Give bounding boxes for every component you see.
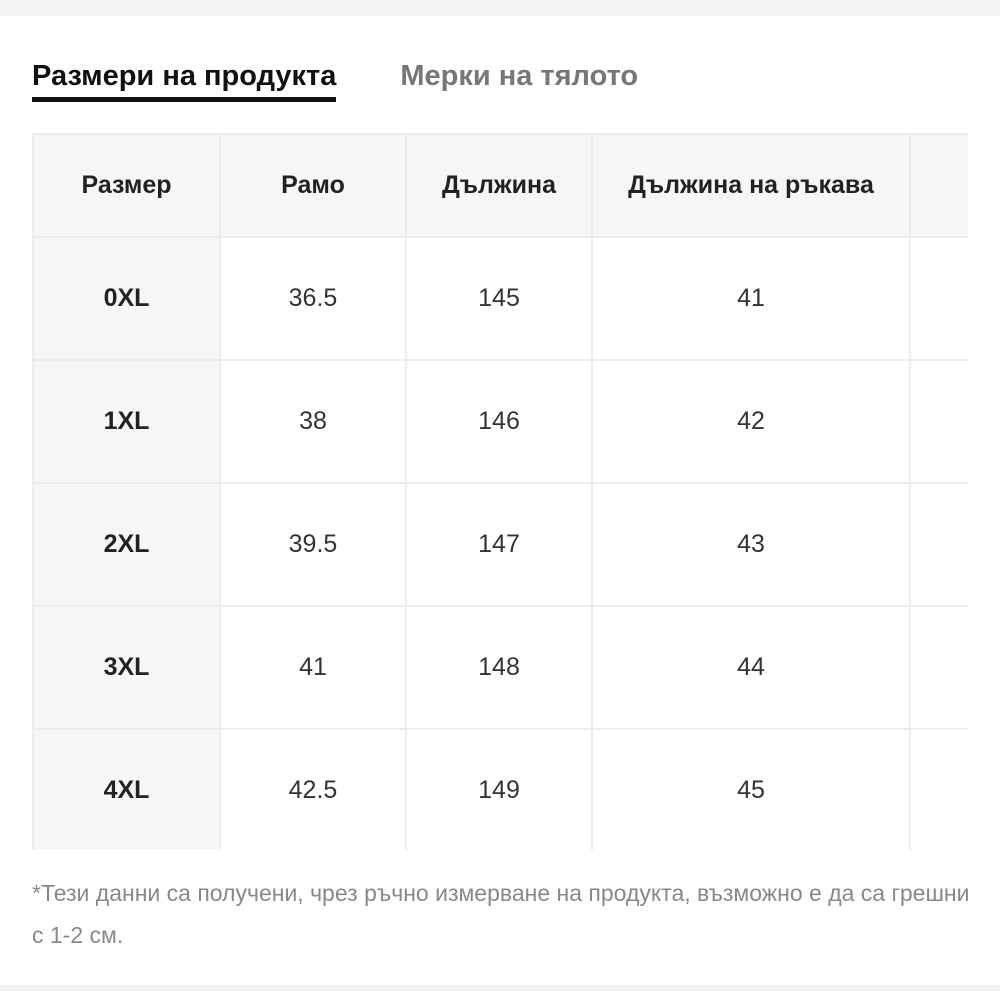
header-sleeve-length: Дължина на ръкава [591,133,911,238]
sleeve-cell: 44 [591,605,911,730]
bottom-divider [0,985,1000,991]
table-row: 2XL 39.5 147 43 [32,482,968,607]
cut-off-cell [909,482,968,607]
length-cell: 149 [405,728,593,850]
table-row: 0XL 36.5 145 41 [32,236,968,361]
size-table-container[interactable]: Размер Рамо Дължина Дължина на ръкава I … [32,133,968,850]
size-table: Размер Рамо Дължина Дължина на ръкава I … [32,133,968,850]
sleeve-cell: 41 [591,236,911,361]
header-size: Размер [32,133,221,238]
size-cell: 2XL [32,482,221,607]
table-row: 1XL 38 146 42 [32,359,968,484]
sleeve-cell: 45 [591,728,911,850]
header-shoulder: Рамо [219,133,407,238]
size-cell: 1XL [32,359,221,484]
length-cell: 145 [405,236,593,361]
size-tabs: Размери на продукта Мерки на тялото [32,56,638,106]
shoulder-cell: 41 [219,605,407,730]
shoulder-cell: 36.5 [219,236,407,361]
size-cell: 3XL [32,605,221,730]
table-header-row: Размер Рамо Дължина Дължина на ръкава I [32,133,968,238]
cut-off-cell [909,236,968,361]
length-cell: 148 [405,605,593,730]
header-cut-off: I [909,133,968,238]
sleeve-cell: 43 [591,482,911,607]
cut-off-cell [909,605,968,730]
shoulder-cell: 38 [219,359,407,484]
cut-off-cell [909,359,968,484]
sleeve-cell: 42 [591,359,911,484]
top-divider [0,0,1000,16]
header-length: Дължина [405,133,593,238]
length-cell: 147 [405,482,593,607]
table-row: 4XL 42.5 149 45 [32,728,968,850]
shoulder-cell: 39.5 [219,482,407,607]
cut-off-cell [909,728,968,850]
shoulder-cell: 42.5 [219,728,407,850]
tab-body-measurements[interactable]: Мерки на тялото [400,60,639,92]
measurement-note: *Тези данни са получени, чрез ръчно изме… [32,880,970,948]
tab-product-sizes[interactable]: Размери на продукта [32,56,337,102]
size-cell: 4XL [32,728,221,850]
size-cell: 0XL [32,236,221,361]
length-cell: 146 [405,359,593,484]
table-row: 3XL 41 148 44 [32,605,968,730]
